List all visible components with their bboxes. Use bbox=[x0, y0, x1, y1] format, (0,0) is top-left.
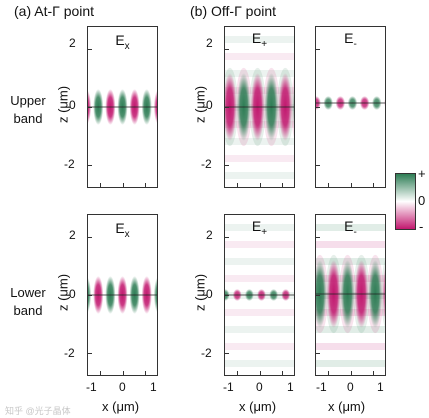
colorbar-label-bottom: - bbox=[419, 219, 424, 234]
xtick-label: 0 bbox=[119, 380, 126, 394]
panel-field: E bbox=[344, 218, 354, 234]
ytick-label: -2 bbox=[201, 157, 212, 171]
colorbar-label-top: + bbox=[418, 166, 426, 181]
panel-subscript: x bbox=[124, 228, 130, 240]
row-label-lower-line2: band bbox=[13, 303, 43, 318]
ytick-label: -2 bbox=[201, 346, 212, 360]
ytick-label: 2 bbox=[206, 228, 213, 242]
row-label-lower: Lower band bbox=[0, 284, 56, 320]
xtick-label: -1 bbox=[316, 380, 327, 394]
ytick-label: 0 bbox=[69, 287, 76, 301]
row-label-upper-line2: band bbox=[13, 111, 43, 126]
row-label-upper-line1: Upper bbox=[10, 93, 46, 108]
ytick-label: 0 bbox=[206, 287, 213, 301]
field-panel-upper-eplus: E+ bbox=[224, 26, 295, 188]
ytick-label: 2 bbox=[69, 36, 76, 50]
xlabel-a: x (μm) bbox=[102, 399, 140, 414]
field-panel-lower-eminus: E- bbox=[315, 214, 386, 376]
panel-title: Ex bbox=[87, 32, 158, 52]
row-label-lower-line1: Lower bbox=[10, 285, 46, 300]
watermark-text: 知乎 @光子晶体 bbox=[5, 406, 71, 416]
ytick-label: 2 bbox=[206, 36, 213, 50]
colorbar bbox=[395, 173, 416, 230]
field-map bbox=[224, 26, 295, 188]
panel-title: E- bbox=[315, 30, 386, 50]
panel-title: E- bbox=[315, 218, 386, 238]
panel-subscript: + bbox=[261, 226, 268, 238]
panel-subscript: + bbox=[261, 38, 268, 50]
field-map bbox=[87, 26, 158, 188]
field-panel-upper-eminus: E- bbox=[315, 26, 386, 188]
ytick-label: 0 bbox=[206, 98, 213, 112]
xtick-label: -1 bbox=[86, 380, 97, 394]
field-map bbox=[224, 214, 295, 376]
field-panel-lower-ex: Ex bbox=[87, 214, 158, 376]
panel-subscript: x bbox=[124, 40, 130, 52]
field-panel-upper-ex: Ex bbox=[87, 26, 158, 188]
field-map bbox=[87, 214, 158, 376]
panel-subscript: - bbox=[353, 38, 357, 50]
xtick-label: 1 bbox=[377, 380, 384, 394]
panel-title: Ex bbox=[87, 220, 158, 240]
xtick-label: 0 bbox=[256, 380, 263, 394]
panel-title: E+ bbox=[224, 30, 295, 50]
panel-field: E bbox=[115, 220, 125, 236]
xtick-label: 1 bbox=[150, 380, 157, 394]
field-panel-lower-eplus: E+ bbox=[224, 214, 295, 376]
xlabel-b1: x (μm) bbox=[239, 399, 277, 414]
ytick-label: 2 bbox=[69, 228, 76, 242]
ytick-label: -2 bbox=[64, 157, 75, 171]
header-b: (b) Off-Γ point bbox=[190, 3, 277, 19]
field-map bbox=[315, 26, 386, 188]
panel-field: E bbox=[251, 218, 262, 234]
xtick-label: -1 bbox=[223, 380, 234, 394]
field-map bbox=[315, 214, 386, 376]
panel-title: E+ bbox=[224, 218, 295, 238]
xtick-label: 1 bbox=[287, 380, 294, 394]
colorbar-label-mid: 0 bbox=[418, 193, 426, 208]
xtick-label: 0 bbox=[347, 380, 354, 394]
header-a: (a) At-Γ point bbox=[14, 3, 95, 19]
panel-subscript: - bbox=[353, 226, 357, 238]
xlabel-b2: x (μm) bbox=[328, 399, 366, 414]
panel-field: E bbox=[251, 30, 262, 46]
row-label-upper: Upper band bbox=[0, 92, 56, 128]
ytick-label: -2 bbox=[64, 346, 75, 360]
panel-field: E bbox=[115, 32, 125, 48]
ytick-label: 0 bbox=[69, 98, 76, 112]
panel-field: E bbox=[344, 30, 354, 46]
